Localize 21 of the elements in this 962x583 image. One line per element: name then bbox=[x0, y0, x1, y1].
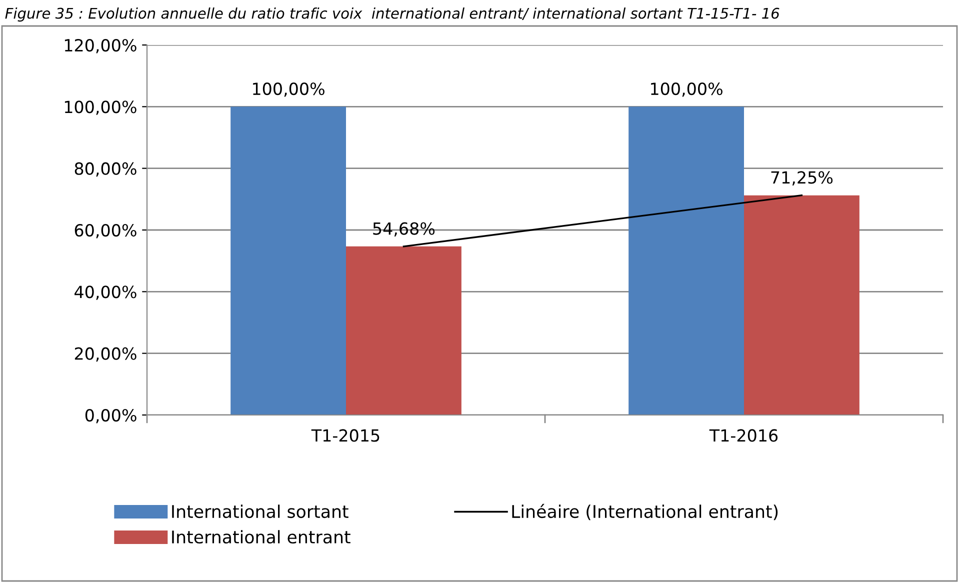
legend-label: International sortant bbox=[172, 504, 348, 518]
y-tick-label: 60,00% bbox=[74, 224, 136, 238]
data-label: 71,25% bbox=[771, 171, 833, 186]
data-label: 100,00% bbox=[253, 82, 324, 97]
bar bbox=[744, 195, 860, 415]
y-tick-label: 80,00% bbox=[74, 162, 136, 177]
bar bbox=[230, 106, 346, 415]
data-label: 54,68% bbox=[373, 222, 435, 237]
bar bbox=[346, 246, 462, 415]
legend-label: International entrant bbox=[172, 530, 350, 544]
y-tick-label: 40,00% bbox=[74, 286, 136, 300]
y-tick-label: 120,00% bbox=[64, 38, 136, 54]
legend-label: Linéaire (International entrant) bbox=[512, 504, 778, 520]
x-tick-label: T1-2015 bbox=[311, 429, 380, 442]
y-tick-label: 100,00% bbox=[64, 100, 136, 115]
chart-title: Figure 35 : Evolution annuelle du ratio trafic voix international entrant/ international sortant T1-15-T1- 16 bbox=[5, 8, 780, 22]
y-tick-label: 0,00% bbox=[85, 408, 136, 424]
bar bbox=[628, 106, 744, 415]
data-label: 100,00% bbox=[651, 82, 722, 97]
y-tick-label: 20,00% bbox=[74, 347, 136, 362]
x-tick-label: T1-2016 bbox=[709, 429, 778, 442]
